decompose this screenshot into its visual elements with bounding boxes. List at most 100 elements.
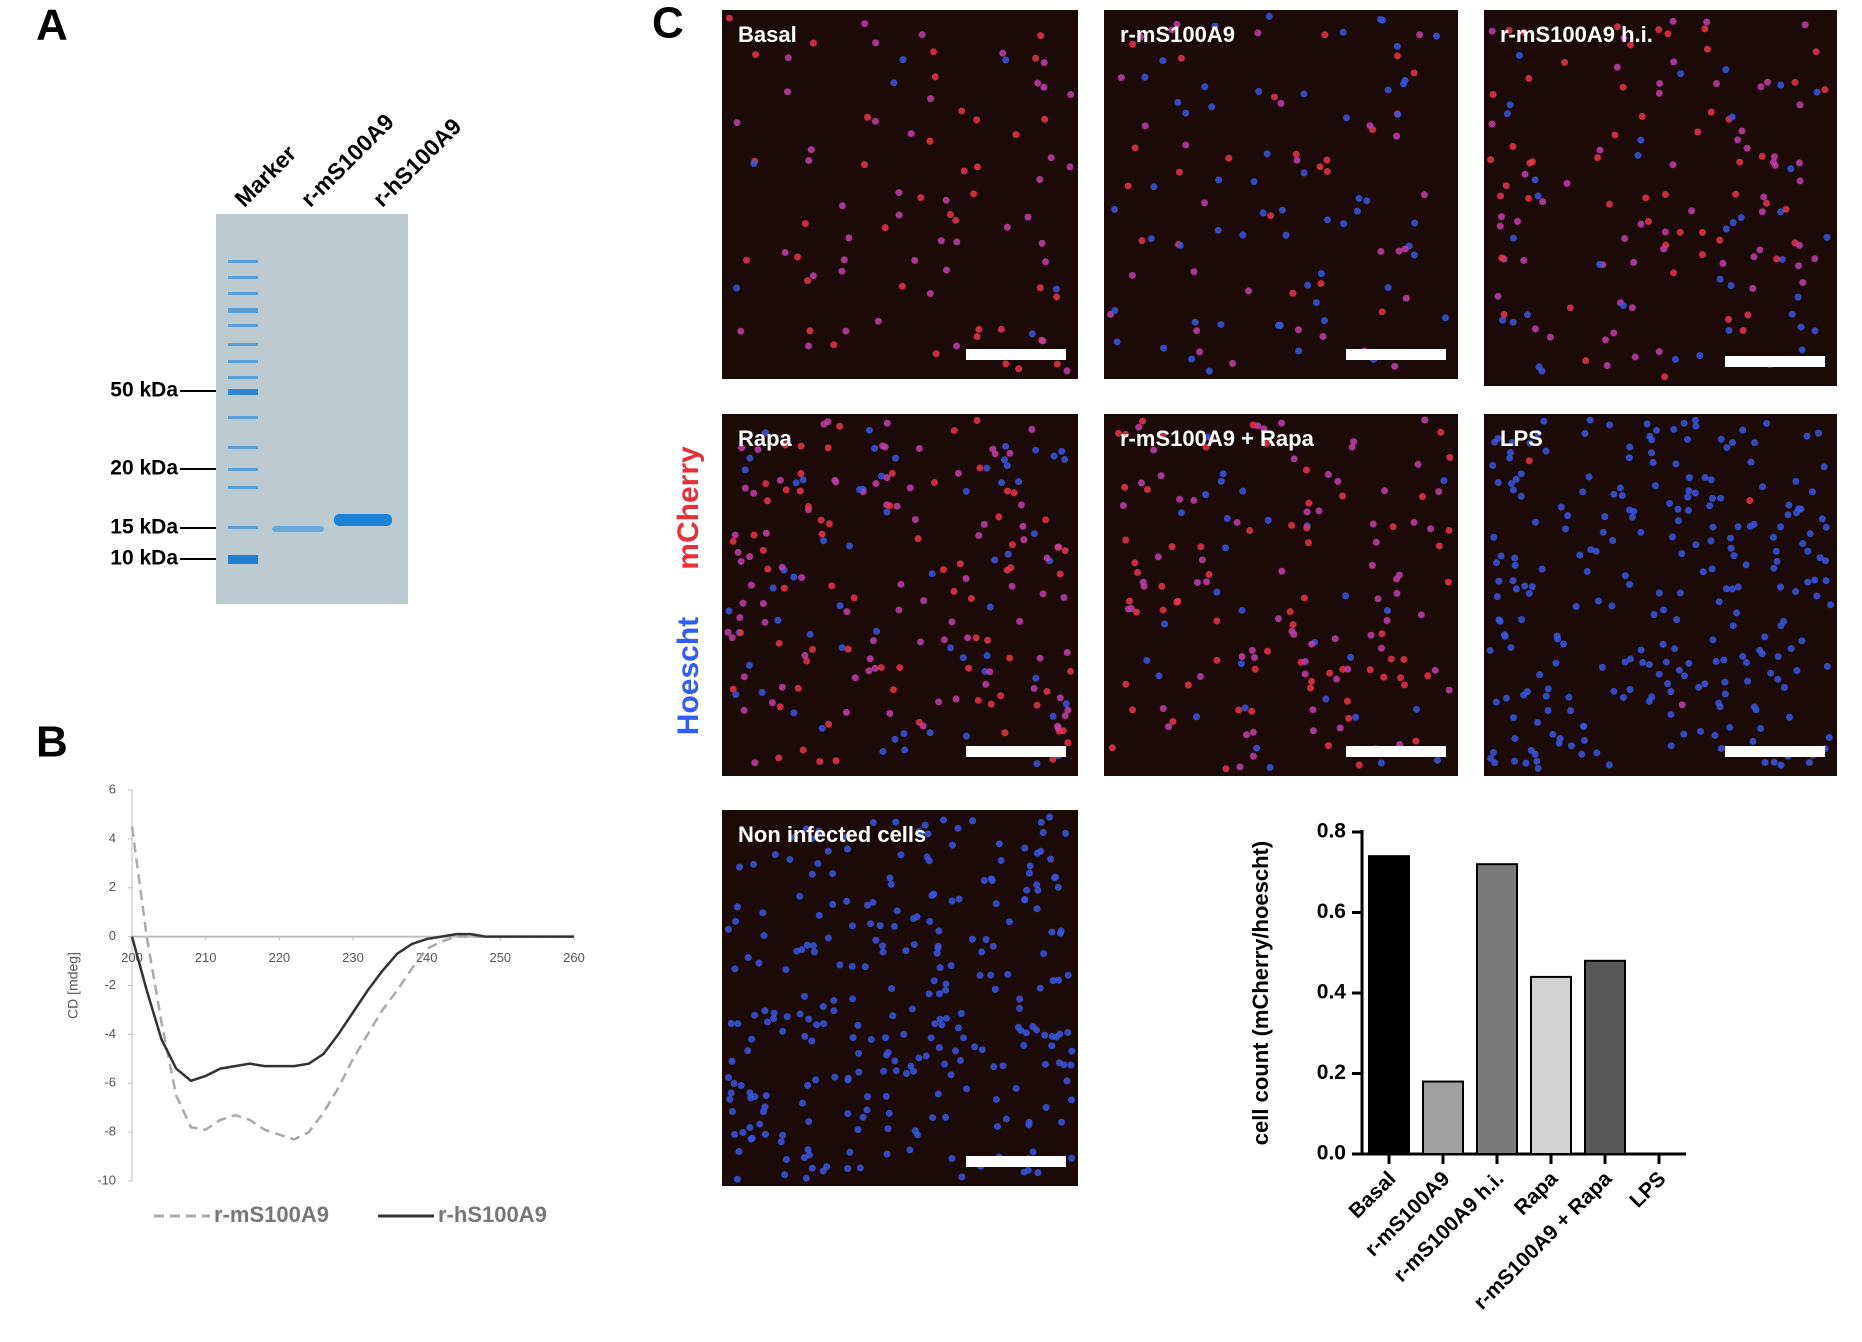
gel <box>216 214 408 604</box>
cell <box>1742 659 1750 667</box>
cell <box>748 1035 756 1043</box>
cell <box>814 859 822 867</box>
cell <box>1326 669 1334 677</box>
channel-label: Hoescht <box>672 617 705 735</box>
cell <box>823 1163 831 1171</box>
cell <box>942 980 950 988</box>
cell <box>1020 1041 1028 1049</box>
cell <box>1494 292 1502 300</box>
cell <box>971 1043 979 1051</box>
cell <box>1158 432 1166 440</box>
cell <box>935 927 943 935</box>
cell <box>1161 620 1169 628</box>
bar <box>1422 1080 1464 1156</box>
cell <box>1049 977 1057 985</box>
cell <box>1320 317 1328 325</box>
cell <box>983 652 991 660</box>
cell <box>1763 199 1771 207</box>
cell <box>727 1019 735 1027</box>
cell <box>927 1034 935 1042</box>
cell <box>1316 163 1324 171</box>
cell <box>1825 734 1833 742</box>
cell <box>762 1092 770 1100</box>
cell <box>790 709 798 717</box>
cell <box>1820 463 1828 471</box>
cell <box>1434 756 1442 764</box>
cell <box>1496 222 1504 230</box>
cell <box>993 1122 1001 1130</box>
cell <box>1621 658 1629 666</box>
cell <box>820 1020 828 1028</box>
cell <box>1598 663 1606 671</box>
cell <box>1512 475 1520 483</box>
cell <box>1177 509 1185 517</box>
cell <box>1497 192 1505 200</box>
cell <box>1637 646 1645 654</box>
cell <box>889 1012 897 1020</box>
cell <box>805 502 813 510</box>
cell <box>1032 446 1040 454</box>
cell <box>1659 640 1667 648</box>
cell <box>990 1063 998 1071</box>
cell <box>836 602 844 610</box>
cell <box>982 680 990 688</box>
cell <box>936 1015 944 1023</box>
cell <box>1033 849 1041 857</box>
cell <box>774 616 782 624</box>
cell <box>1795 241 1803 249</box>
cell <box>1401 245 1409 253</box>
cell <box>1757 724 1765 732</box>
cell <box>1680 730 1688 738</box>
cell <box>733 119 741 127</box>
cell <box>1054 883 1062 891</box>
cell <box>962 732 970 740</box>
cell <box>923 853 931 861</box>
cell <box>1355 194 1363 202</box>
x-tick-label: LPS <box>1625 1167 1670 1212</box>
cell <box>886 709 894 717</box>
cell <box>1495 577 1503 585</box>
cell <box>1052 285 1060 293</box>
cell <box>1664 680 1672 688</box>
cell <box>838 202 846 210</box>
cell <box>1717 744 1725 752</box>
cell <box>1758 208 1766 216</box>
cell <box>874 317 882 325</box>
cell <box>888 469 896 477</box>
cell <box>1016 995 1024 1003</box>
cell <box>915 1054 923 1062</box>
cell <box>1526 439 1534 447</box>
cell <box>982 936 990 944</box>
cell <box>1389 523 1397 531</box>
cell <box>872 39 880 47</box>
cell <box>725 607 733 615</box>
cell <box>1791 78 1799 86</box>
cell <box>1000 456 1008 464</box>
cell <box>1241 704 1249 712</box>
cell <box>964 634 972 642</box>
cell <box>935 1044 943 1052</box>
cell <box>1137 33 1145 41</box>
cell <box>1030 685 1038 693</box>
cell <box>1336 724 1344 732</box>
cell <box>1561 58 1569 66</box>
cell <box>887 880 895 888</box>
cell <box>1666 499 1674 507</box>
cell <box>970 190 978 198</box>
cell <box>849 1034 857 1042</box>
cell <box>1131 144 1139 152</box>
cell <box>1196 672 1204 680</box>
cell <box>1037 32 1045 40</box>
cell <box>1688 207 1696 215</box>
cell <box>1222 544 1230 552</box>
cell <box>1712 657 1720 665</box>
cell <box>1539 198 1547 206</box>
cell <box>809 272 817 280</box>
cell <box>1544 706 1552 714</box>
cell <box>1128 271 1136 279</box>
cell <box>963 1085 971 1093</box>
cell <box>921 821 929 829</box>
cell <box>746 454 754 462</box>
cell <box>1331 635 1339 643</box>
cell <box>1554 635 1562 643</box>
